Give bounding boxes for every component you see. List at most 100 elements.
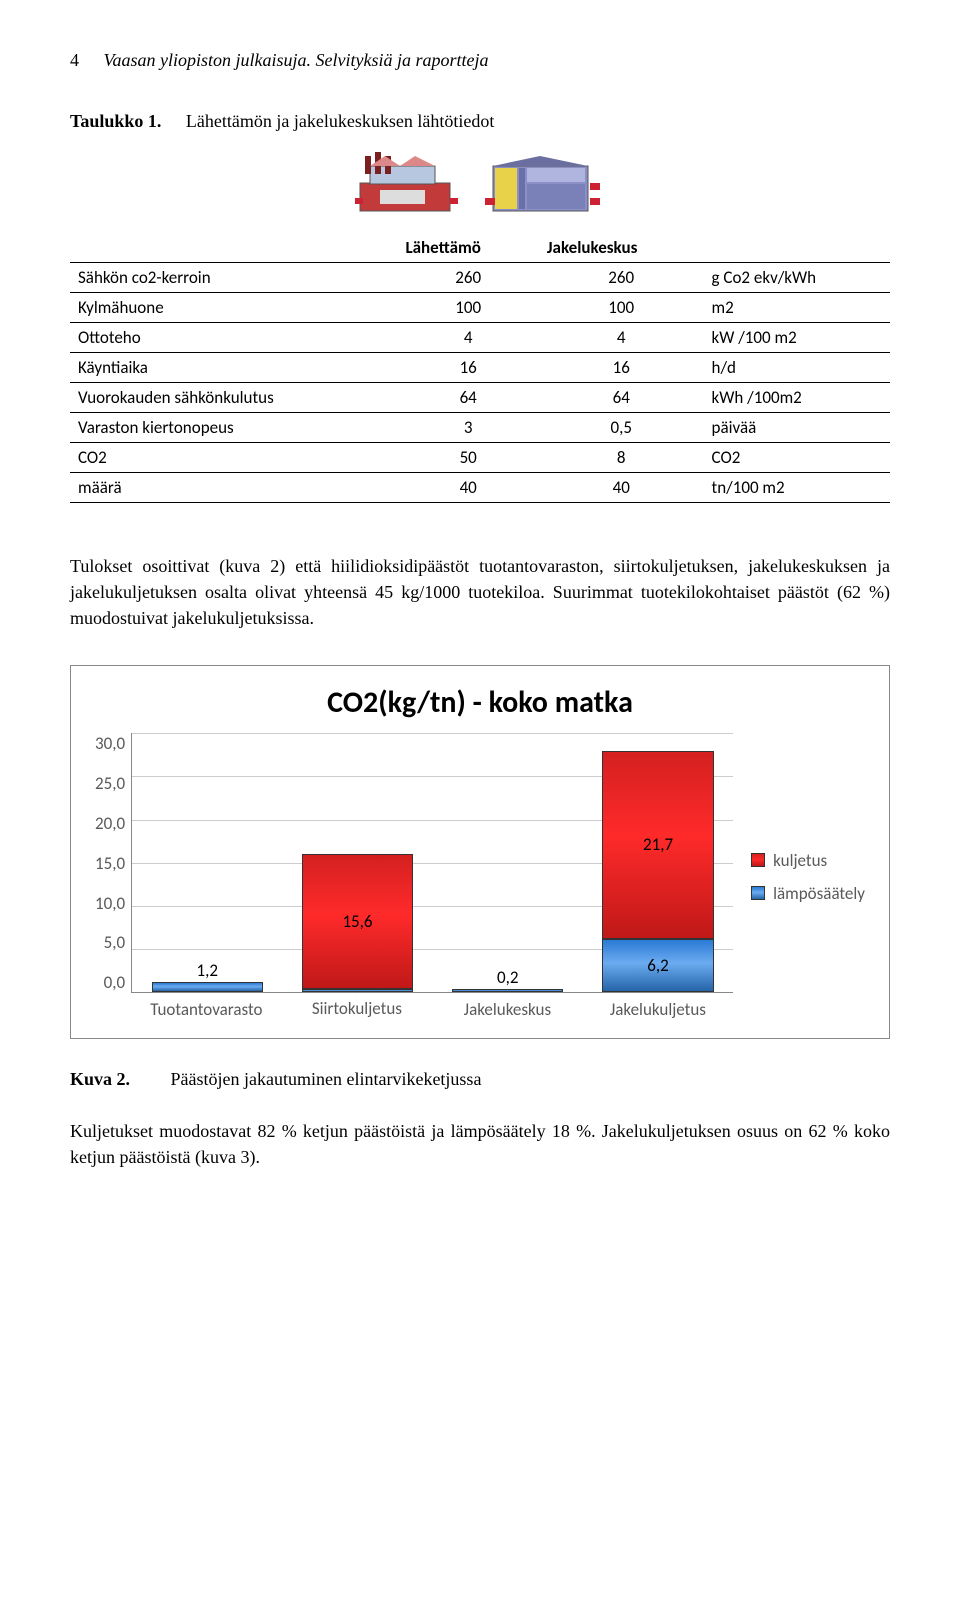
table-cell: h/d bbox=[704, 353, 890, 383]
x-tick-label: Tuotantovarasto bbox=[131, 999, 282, 1020]
factory-icon bbox=[355, 148, 465, 218]
y-tick-label: 20,0 bbox=[95, 813, 125, 834]
legend-swatch-blue bbox=[751, 886, 765, 900]
table-cell: 100 bbox=[397, 293, 538, 323]
table-row: määrä4040tn/100 m2 bbox=[70, 473, 890, 503]
table-cell: päivää bbox=[704, 413, 890, 443]
bar-stack: 15,6 bbox=[302, 854, 413, 993]
plot-area: 1,2 15,6 0,2 21,7 6,2 bbox=[131, 733, 733, 993]
table-cell: Vuorokauden sähkönkulutus bbox=[70, 383, 397, 413]
bar-segment-lamposaately: 6,2 bbox=[602, 939, 713, 993]
table-header-cell bbox=[70, 233, 397, 263]
bar-value-label: 15,6 bbox=[342, 911, 372, 932]
legend-item-lamposaately: lämpösäätely bbox=[751, 883, 865, 904]
table-row: Sähkön co2-kerroin260260g Co2 ekv/kWh bbox=[70, 263, 890, 293]
table-row: Käyntiaika1616h/d bbox=[70, 353, 890, 383]
table-row: Ottoteho44kW /100 m2 bbox=[70, 323, 890, 353]
paragraph-results: Tulokset osoittivat (kuva 2) että hiilid… bbox=[70, 553, 890, 631]
table-cell: 16 bbox=[539, 353, 704, 383]
bar-value-label: 0,2 bbox=[452, 967, 563, 988]
table-row: CO2508CO2 bbox=[70, 443, 890, 473]
table-cell: 3 bbox=[397, 413, 538, 443]
table-cell: kWh /100m2 bbox=[704, 383, 890, 413]
legend-item-kuljetus: kuljetus bbox=[751, 850, 865, 871]
bar-value-label: 1,2 bbox=[152, 960, 263, 981]
x-axis-labels: Tuotantovarasto0,4SiirtokuljetusJakeluke… bbox=[131, 999, 733, 1020]
table-cell: tn/100 m2 bbox=[704, 473, 890, 503]
table-cell: 64 bbox=[539, 383, 704, 413]
table-illustrations bbox=[70, 148, 890, 223]
table-cell: 4 bbox=[539, 323, 704, 353]
table-cell: määrä bbox=[70, 473, 397, 503]
table-cell: CO2 bbox=[704, 443, 890, 473]
bar-column: 15,6 bbox=[282, 733, 432, 992]
table-cell: CO2 bbox=[70, 443, 397, 473]
table-row: Kylmähuone100100m2 bbox=[70, 293, 890, 323]
table-header-cell: Lähettämö bbox=[397, 233, 538, 263]
bar-segment-lamposaately bbox=[452, 989, 563, 992]
table-cell: 16 bbox=[397, 353, 538, 383]
bar-column: 0,2 bbox=[433, 733, 583, 992]
chart-container: CO2(kg/tn) - koko matka 30,0 25,0 20,0 15,0… bbox=[70, 665, 890, 1039]
table-cell: 0,5 bbox=[539, 413, 704, 443]
y-axis: 30,025,020,015,010,05,00,0 bbox=[95, 733, 131, 993]
table-cell: 100 bbox=[539, 293, 704, 323]
table-cell: 40 bbox=[397, 473, 538, 503]
table-caption-label: Taulukko 1. bbox=[70, 111, 161, 131]
bar-stack: 21,7 6,2 bbox=[602, 751, 713, 993]
running-header: 4 Vaasan yliopiston julkaisuja. Selvityk… bbox=[70, 50, 890, 71]
table-cell: 4 bbox=[397, 323, 538, 353]
table-cell: 50 bbox=[397, 443, 538, 473]
figure-caption: Kuva 2. Päästöjen jakautuminen elintarvi… bbox=[70, 1069, 890, 1090]
bar-segment-kuljetus: 21,7 bbox=[602, 751, 713, 939]
table-cell: kW /100 m2 bbox=[704, 323, 890, 353]
figure-caption-label: Kuva 2. bbox=[70, 1069, 130, 1089]
table-cell: Varaston kiertonopeus bbox=[70, 413, 397, 443]
legend-swatch-red bbox=[751, 853, 765, 867]
table-row: Varaston kiertonopeus30,5päivää bbox=[70, 413, 890, 443]
table-cell: 64 bbox=[397, 383, 538, 413]
warehouse-icon bbox=[485, 148, 605, 218]
bar-segment-lamposaately bbox=[302, 989, 413, 992]
table-row: Vuorokauden sähkönkulutus6464kWh /100m2 bbox=[70, 383, 890, 413]
y-tick-label: 30,0 bbox=[95, 733, 125, 754]
y-tick-label: 10,0 bbox=[95, 893, 125, 914]
bar-segment-lamposaately bbox=[152, 982, 263, 992]
table-cell: Sähkön co2-kerroin bbox=[70, 263, 397, 293]
bar-stack: 0,2 bbox=[452, 989, 563, 992]
y-tick-label: 25,0 bbox=[95, 773, 125, 794]
legend-label: lämpösäätely bbox=[773, 883, 865, 904]
figure-caption-text: Päästöjen jakautuminen elintarvikeketjus… bbox=[171, 1069, 482, 1089]
table-cell: Kylmähuone bbox=[70, 293, 397, 323]
x-tick-label: 0,4Siirtokuljetus bbox=[282, 999, 433, 1020]
plot-wrap: 1,2 15,6 0,2 21,7 6,2 Tuotantovarasto0,4Siir… bbox=[131, 733, 733, 1020]
x-tick-label: Jakelukeskus bbox=[432, 999, 583, 1020]
bar-value-label: 6,2 bbox=[647, 955, 668, 976]
table-cell: Käyntiaika bbox=[70, 353, 397, 383]
page-number: 4 bbox=[70, 50, 79, 70]
bars-container: 1,2 15,6 0,2 21,7 6,2 bbox=[132, 733, 733, 992]
table-header-row: Lähettämö Jakelukeskus bbox=[70, 233, 890, 263]
table-cell: 260 bbox=[539, 263, 704, 293]
table-cell: 8 bbox=[539, 443, 704, 473]
table-cell: 260 bbox=[397, 263, 538, 293]
table-caption-text: Lähettämön ja jakelukeskuksen lähtötiedo… bbox=[186, 111, 494, 131]
y-tick-label: 15,0 bbox=[95, 853, 125, 874]
x-tick-label: Jakelukuljetus bbox=[583, 999, 734, 1020]
table-cell: m2 bbox=[704, 293, 890, 323]
legend: kuljetus lämpösäätely bbox=[751, 733, 865, 1020]
bar-stack: 1,2 bbox=[152, 982, 263, 992]
table-header-cell: Jakelukeskus bbox=[539, 233, 704, 263]
data-table: Lähettämö Jakelukeskus Sähkön co2-kerroi… bbox=[70, 233, 890, 503]
y-tick-label: 0,0 bbox=[104, 972, 125, 993]
chart-title: CO2(kg/tn) - koko matka bbox=[95, 684, 865, 721]
table-caption: Taulukko 1. Lähettämön ja jakelukeskukse… bbox=[70, 111, 890, 132]
bar-column: 21,7 6,2 bbox=[583, 733, 733, 992]
legend-label: kuljetus bbox=[773, 850, 827, 871]
bar-value-label: 21,7 bbox=[643, 834, 673, 855]
paragraph-conclusion: Kuljetukset muodostavat 82 % ketjun pääs… bbox=[70, 1118, 890, 1170]
table-cell: 40 bbox=[539, 473, 704, 503]
bar-segment-kuljetus: 15,6 bbox=[302, 854, 413, 989]
running-title: Vaasan yliopiston julkaisuja. Selvityksi… bbox=[104, 50, 489, 70]
table-cell: Ottoteho bbox=[70, 323, 397, 353]
